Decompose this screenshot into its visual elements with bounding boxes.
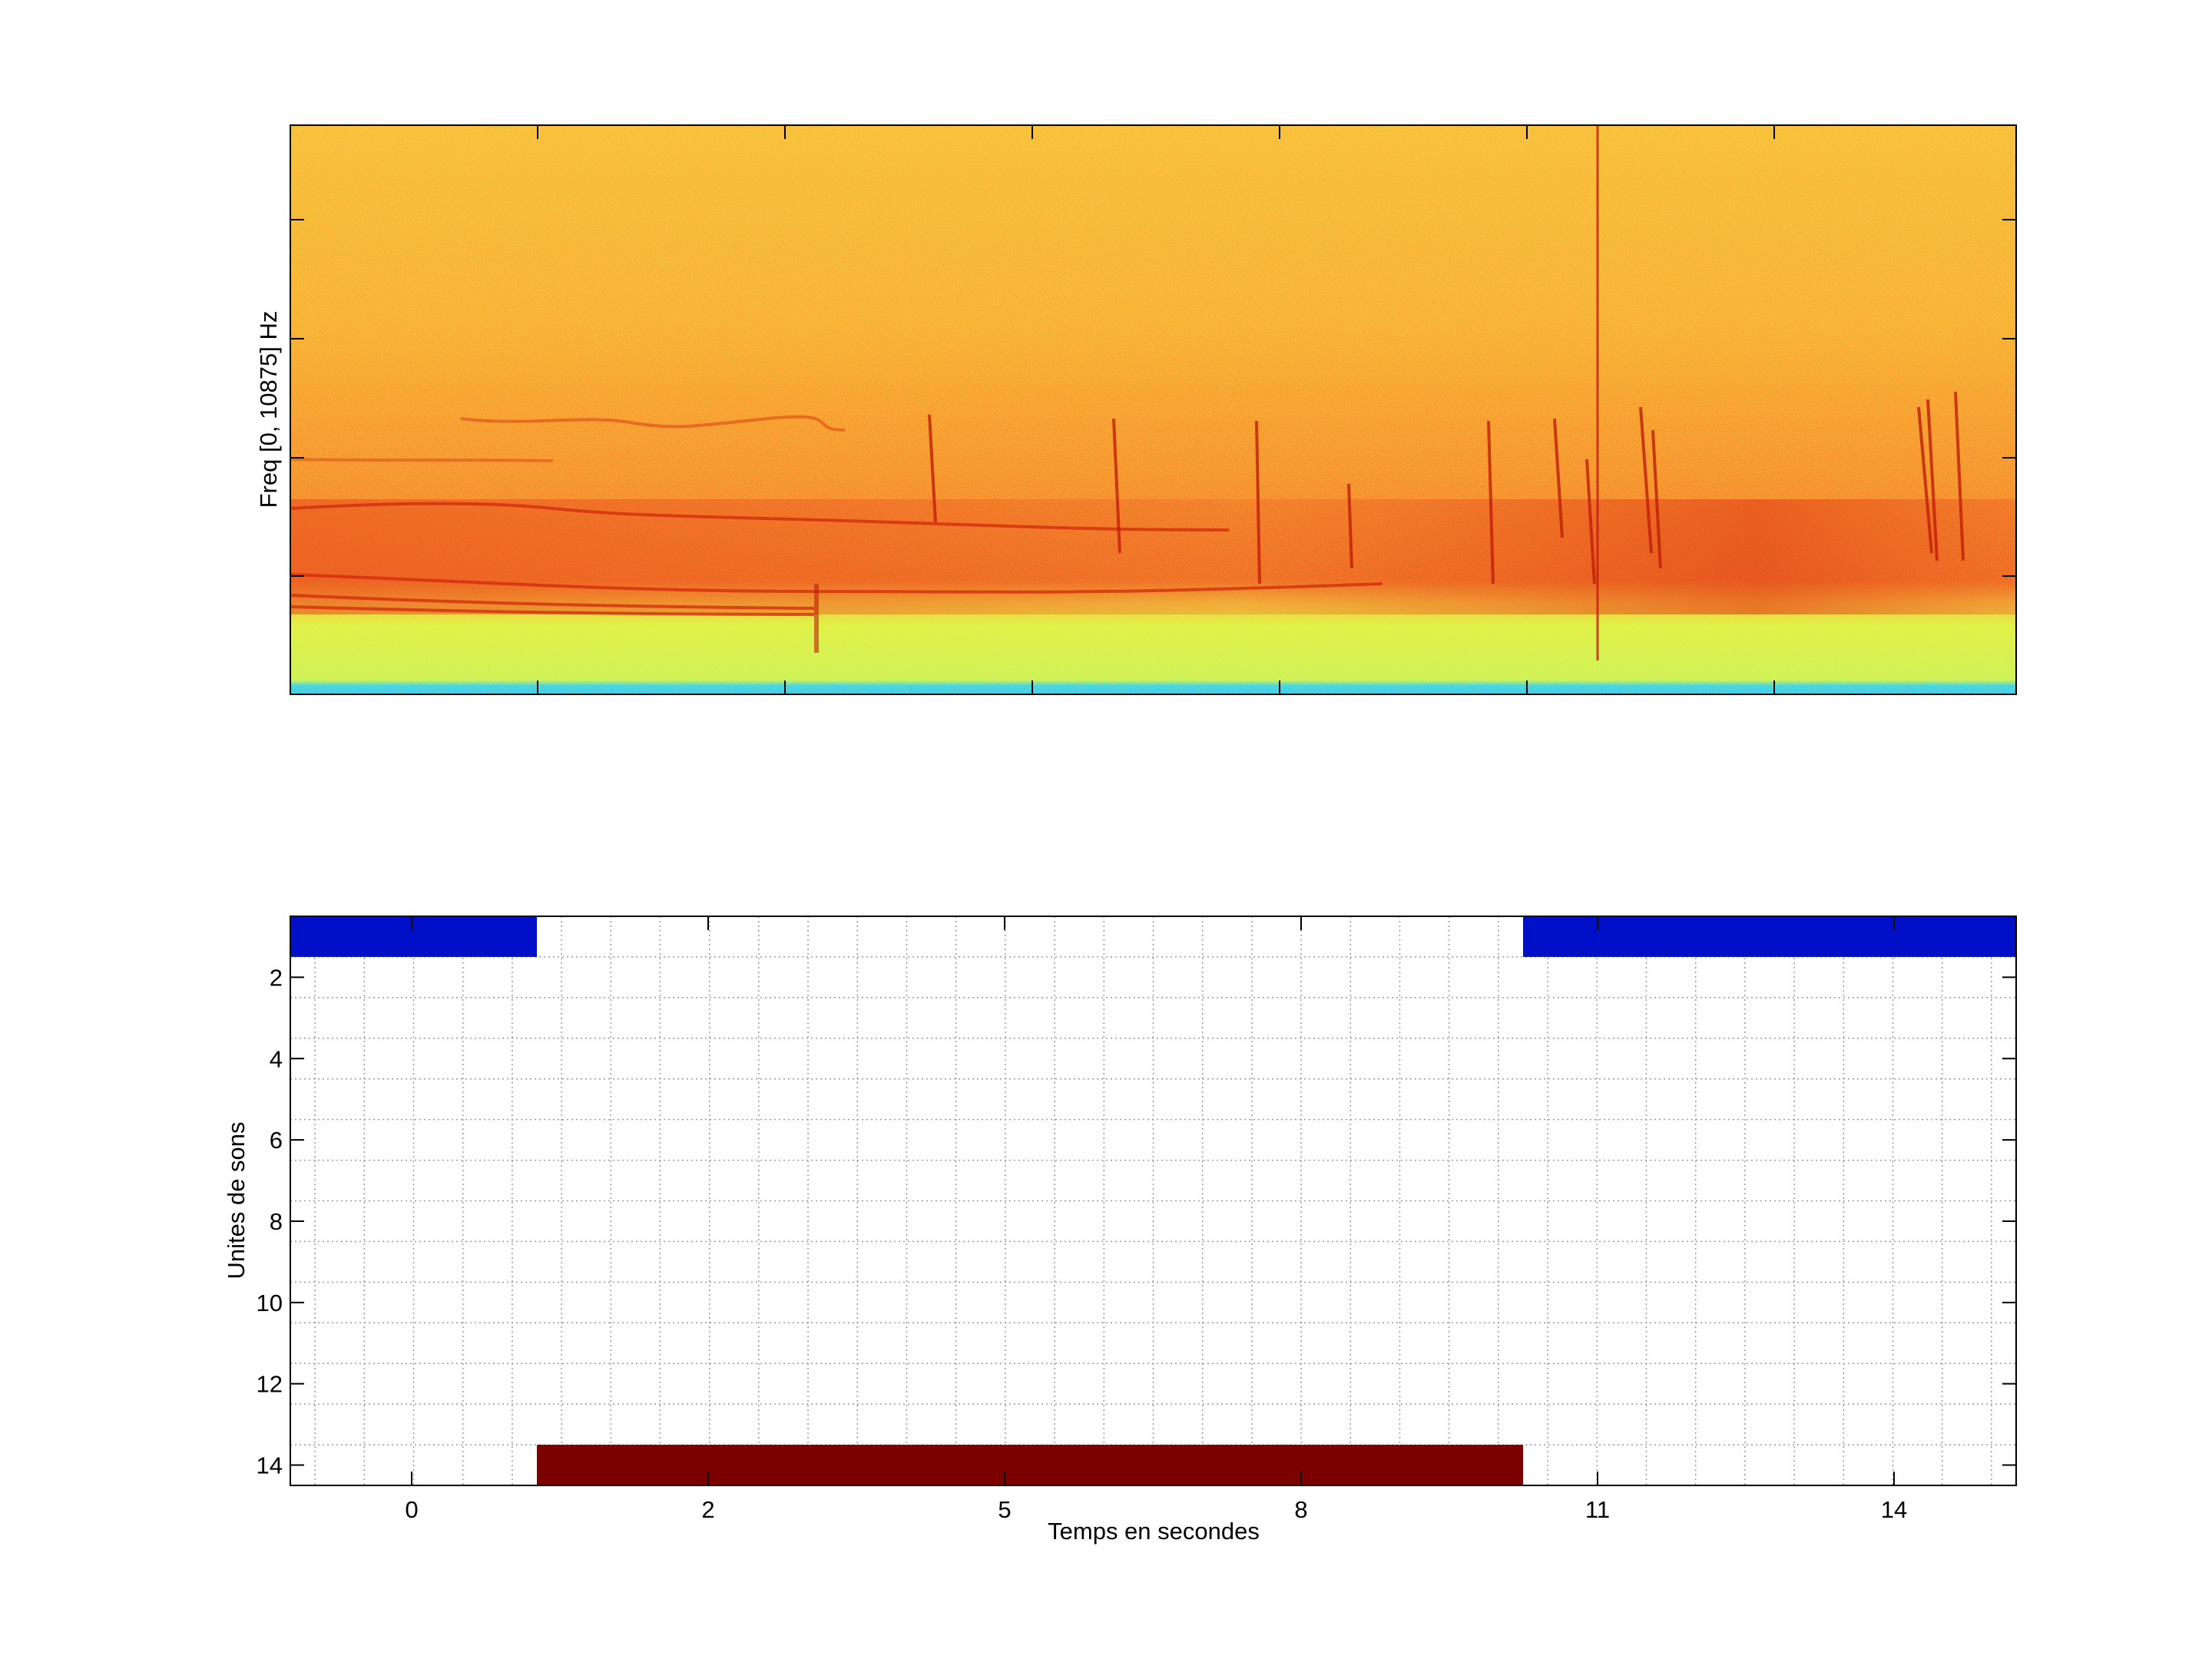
segmentation-tick-labels: 0 2 5 8 11 14 2 4 6 8 10 12 14 [257,964,1908,1523]
spectrogram-panel: Freq [0, 10875] Hz [255,124,2017,695]
segmentation-ticks [290,916,2016,1485]
segmentation-x-label: Temps en secondes [1048,1518,1260,1545]
segmentation-panel: 0 2 5 8 11 14 2 4 6 8 10 12 14 Temps en secondes Uni… [223,916,2017,1545]
y-tick-label: 12 [257,1371,283,1398]
segmentation-y-label: Unites de sons [223,1121,250,1279]
segment-bar [290,916,537,957]
y-tick-label: 6 [270,1127,283,1154]
spectrogram-y-label: Freq [0, 10875] Hz [255,311,282,508]
x-tick-label: 5 [998,1496,1011,1523]
spectrogram-axes-frame [290,124,2017,695]
x-tick-label: 11 [1585,1496,1610,1523]
y-tick-label: 2 [270,964,283,991]
harmonic-traces [290,415,1383,616]
spectrogram-image [290,125,2016,694]
y-tick-label: 10 [257,1290,283,1316]
x-tick-label: 8 [1294,1496,1307,1523]
segment-bar [1523,916,2016,957]
x-tick-label: 14 [1881,1496,1907,1523]
y-tick-label: 8 [270,1208,283,1235]
x-tick-label: 0 [405,1496,418,1523]
spectrogram-ticks [290,125,2016,694]
segmentation-bars [290,916,2016,1485]
y-tick-label: 4 [270,1045,283,1072]
x-tick-label: 2 [701,1496,714,1523]
segment-bar [537,1445,1523,1485]
y-tick-label: 14 [257,1452,283,1479]
transients [928,125,1965,661]
segmentation-axes-frame [290,916,2017,1486]
